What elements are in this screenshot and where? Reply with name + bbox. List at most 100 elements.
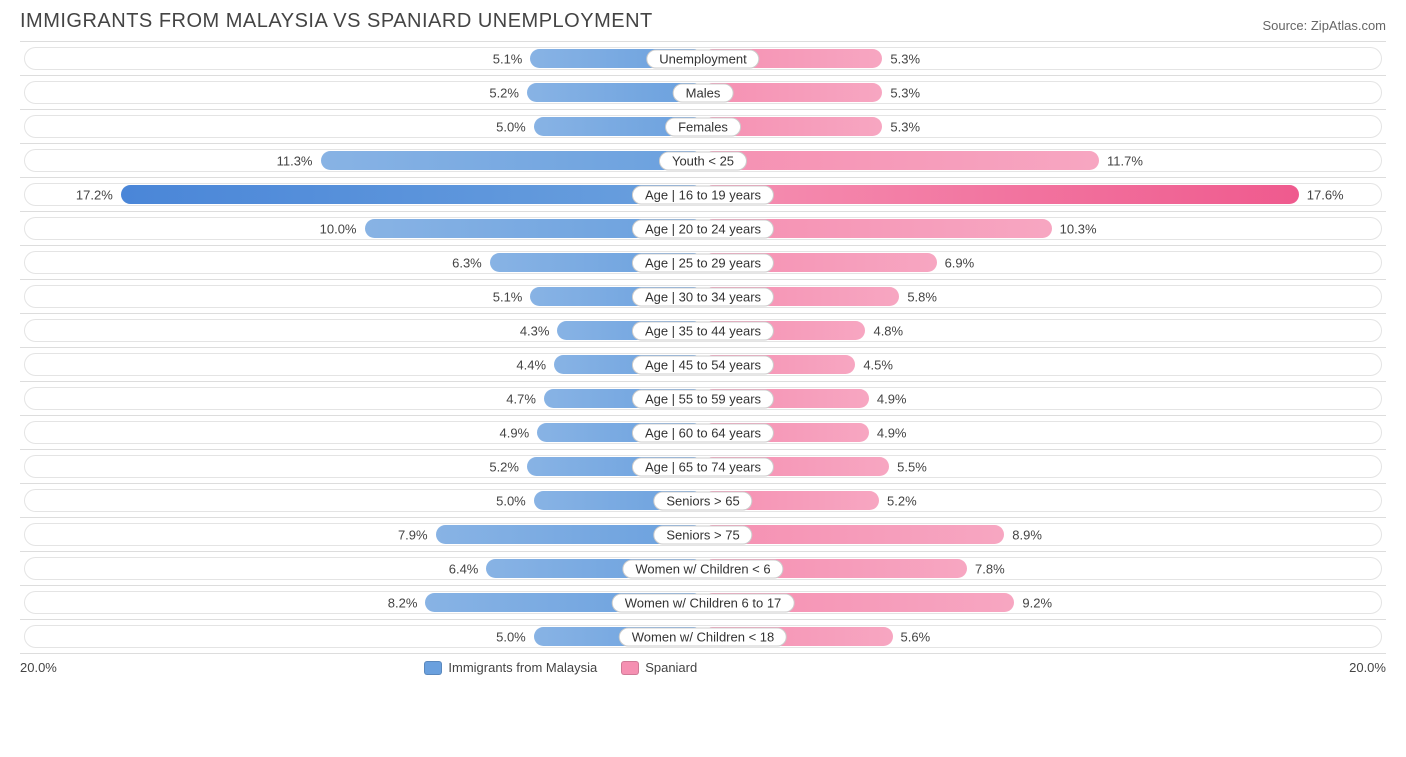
half-right: 6.9% (703, 253, 1380, 272)
chart-row: 5.0% 5.2%Seniors > 65 (20, 484, 1386, 518)
half-right: 4.9% (703, 423, 1380, 442)
chart-row: 10.0% 10.3% Age | 20 to 24 years (20, 212, 1386, 246)
category-label: Youth < 25 (659, 151, 747, 170)
chart-row: 5.2% 5.5% Age | 65 to 74 years (20, 450, 1386, 484)
chart-row: 6.3% 6.9% Age | 25 to 29 years (20, 246, 1386, 280)
half-left: 6.3% (26, 253, 703, 272)
value-left: 4.7% (506, 391, 536, 406)
value-right: 4.5% (863, 357, 893, 372)
half-right: 9.2% (703, 593, 1380, 612)
value-left: 4.9% (500, 425, 530, 440)
value-left: 7.9% (398, 527, 428, 542)
category-label: Women w/ Children < 6 (622, 559, 783, 578)
half-left: 6.4% (26, 559, 703, 578)
value-right: 6.9% (945, 255, 975, 270)
bar-right (703, 185, 1299, 204)
category-label: Unemployment (646, 49, 759, 68)
legend-label-left: Immigrants from Malaysia (448, 660, 597, 675)
chart-row: 4.3% 4.8%Age | 35 to 44 years (20, 314, 1386, 348)
chart-source: Source: ZipAtlas.com (1262, 18, 1386, 33)
category-label: Age | 20 to 24 years (632, 219, 774, 238)
half-left: 5.0% (26, 491, 703, 510)
value-left: 5.2% (489, 459, 519, 474)
half-right: 8.9% (703, 525, 1380, 544)
chart-row: 5.1%5.8%Age | 30 to 34 years (20, 280, 1386, 314)
half-left: 5.1% (26, 49, 703, 68)
value-left: 4.3% (520, 323, 550, 338)
legend-label-right: Spaniard (645, 660, 697, 675)
category-label: Seniors > 65 (653, 491, 752, 510)
value-right: 9.2% (1022, 595, 1052, 610)
chart-row: 5.0% 5.3%Females (20, 110, 1386, 144)
half-left: 7.9% (26, 525, 703, 544)
diverging-bar-chart: 5.1% 5.3% Unemployment 5.2%5.3%Males 5.0% 5.3… (20, 41, 1386, 654)
chart-row: 4.9%4.9%Age | 60 to 64 years (20, 416, 1386, 450)
half-right: 5.8% (703, 287, 1380, 306)
bar-left (121, 185, 703, 204)
category-label: Age | 35 to 44 years (632, 321, 774, 340)
chart-row: 8.2% 9.2% Women w/ Children 6 to 17 (20, 586, 1386, 620)
chart-row: 11.3% 11.7%Youth < 25 (20, 144, 1386, 178)
value-right: 4.9% (877, 425, 907, 440)
chart-row: 6.4% 7.8% Women w/ Children < 6 (20, 552, 1386, 586)
value-left: 11.3% (277, 153, 313, 168)
value-left: 6.3% (452, 255, 482, 270)
value-right: 17.6% (1307, 187, 1344, 202)
chart-row: 5.0%5.6%Women w/ Children < 18 (20, 620, 1386, 654)
chart-row: 4.7% 4.9% Age | 55 to 59 years (20, 382, 1386, 416)
value-left: 5.1% (493, 289, 523, 304)
value-left: 6.4% (449, 561, 479, 576)
half-right: 4.5% (703, 355, 1380, 374)
category-label: Age | 45 to 54 years (632, 355, 774, 374)
category-label: Seniors > 75 (653, 525, 752, 544)
legend-item-left: Immigrants from Malaysia (424, 660, 597, 675)
half-right: 4.8% (703, 321, 1380, 340)
value-left: 5.0% (496, 493, 526, 508)
half-right: 5.3% (703, 117, 1380, 136)
axis-max-left: 20.0% (20, 660, 140, 675)
value-right: 5.6% (901, 629, 931, 644)
category-label: Females (665, 117, 741, 136)
chart-row: 17.2% 17.6% Age | 16 to 19 years (20, 178, 1386, 212)
value-left: 5.0% (496, 119, 526, 134)
half-left: 4.7% (26, 389, 703, 408)
category-label: Age | 65 to 74 years (632, 457, 774, 476)
axis-max-right: 20.0% (1266, 660, 1386, 675)
half-right: 5.6% (703, 627, 1380, 646)
half-left: 8.2% (26, 593, 703, 612)
half-right: 5.3% (703, 49, 1380, 68)
value-left: 17.2% (76, 187, 113, 202)
value-right: 5.3% (890, 51, 920, 66)
value-right: 7.8% (975, 561, 1005, 576)
half-left: 4.3% (26, 321, 703, 340)
category-label: Males (673, 83, 734, 102)
half-left: 5.2% (26, 457, 703, 476)
value-right: 5.8% (907, 289, 937, 304)
half-left: 4.4% (26, 355, 703, 374)
value-right: 10.3% (1060, 221, 1097, 236)
chart-title: IMMIGRANTS FROM MALAYSIA VS SPANIARD UNE… (20, 10, 653, 33)
value-left: 10.0% (320, 221, 357, 236)
value-right: 8.9% (1012, 527, 1042, 542)
chart-header: IMMIGRANTS FROM MALAYSIA VS SPANIARD UNE… (20, 10, 1386, 41)
value-left: 5.2% (489, 85, 519, 100)
bar-right (703, 151, 1099, 170)
value-right: 4.9% (877, 391, 907, 406)
category-label: Women w/ Children 6 to 17 (612, 593, 795, 612)
value-left: 5.1% (493, 51, 523, 66)
value-right: 5.5% (897, 459, 927, 474)
half-left: 4.9% (26, 423, 703, 442)
legend-swatch-right (621, 661, 639, 675)
chart-row: 5.1% 5.3% Unemployment (20, 42, 1386, 76)
half-left: 5.2% (26, 83, 703, 102)
bar-left (321, 151, 704, 170)
category-label: Age | 16 to 19 years (632, 185, 774, 204)
legend-item-right: Spaniard (621, 660, 697, 675)
half-right: 11.7% (703, 151, 1380, 170)
legend-swatch-left (424, 661, 442, 675)
category-label: Age | 25 to 29 years (632, 253, 774, 272)
half-right: 5.2% (703, 491, 1380, 510)
chart-footer: 20.0% Immigrants from Malaysia Spaniard … (20, 654, 1386, 675)
category-label: Age | 55 to 59 years (632, 389, 774, 408)
chart-row: 5.2%5.3%Males (20, 76, 1386, 110)
